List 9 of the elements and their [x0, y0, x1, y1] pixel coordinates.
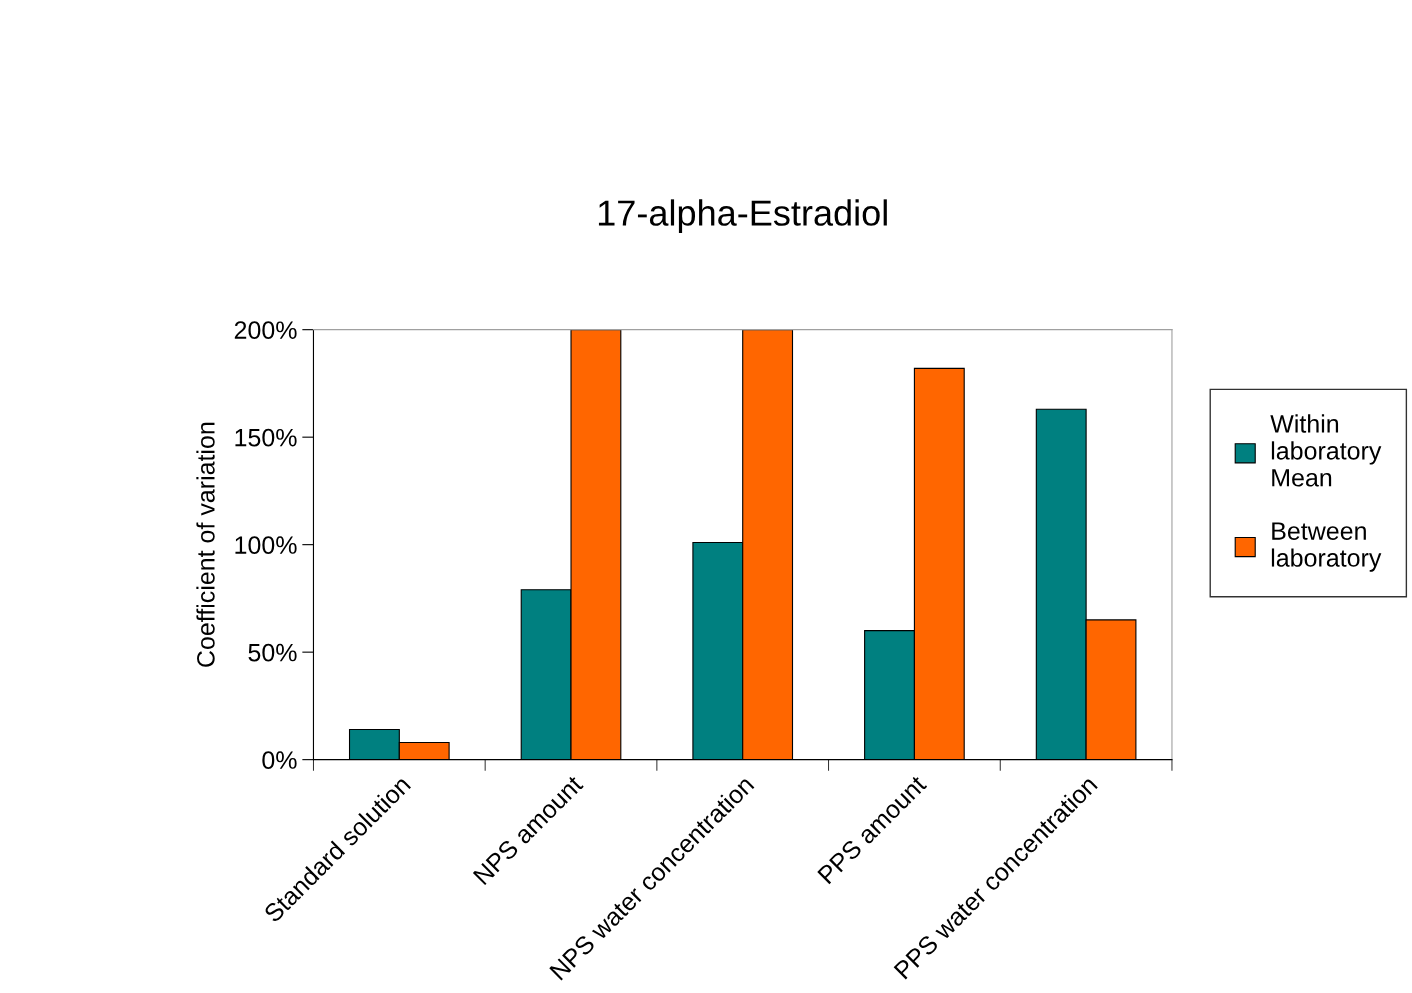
y-tick-label: 50%	[248, 643, 297, 662]
chart-title: 17-alpha-Estradiol	[598, 199, 887, 233]
y-axis-title: Coefficient of variation	[196, 422, 215, 667]
legend-label: Within laboratory Mean	[1270, 414, 1382, 487]
y-tick-label: 0%	[262, 751, 297, 769]
y-tick-label: 200%	[234, 321, 297, 339]
y-tick-label: 150%	[235, 428, 297, 447]
y-tick-label: 100%	[235, 536, 297, 554]
legend-label: Between laboratory	[1271, 522, 1382, 572]
